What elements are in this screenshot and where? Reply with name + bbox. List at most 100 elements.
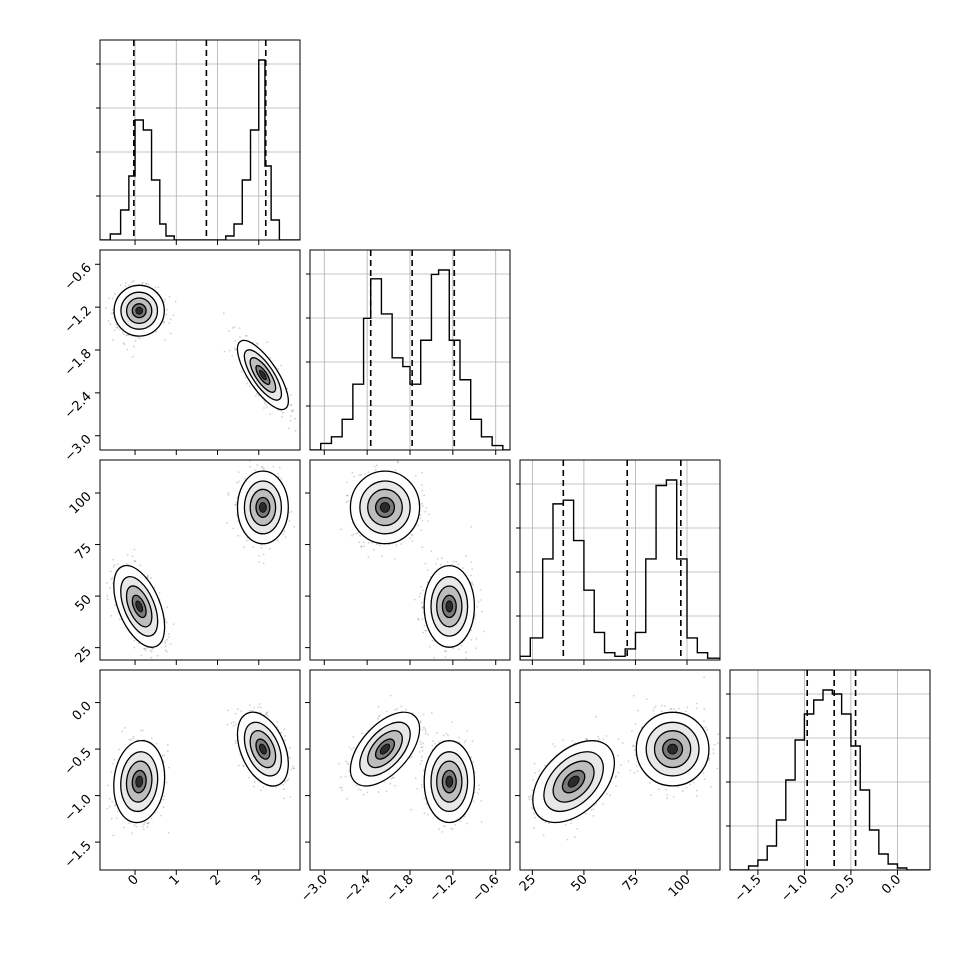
scatter-point-2-0 — [234, 504, 237, 506]
scatter-point-2-1 — [433, 656, 436, 659]
scatter-point-2-1 — [476, 605, 479, 608]
scatter-point-3-0 — [114, 805, 116, 807]
scatter-point-2-1 — [452, 647, 455, 650]
scatter-point-1-0 — [174, 300, 177, 303]
scatter-point-2-1 — [360, 545, 363, 548]
scatter-point-2-0 — [278, 466, 281, 469]
scatter-point-2-1 — [340, 528, 342, 531]
scatter-point-1-0 — [124, 282, 127, 285]
scatter-point-1-0 — [165, 308, 168, 311]
scatter-point-2-1 — [352, 533, 355, 536]
scatter-point-3-0 — [108, 805, 111, 808]
scatter-point-2-1 — [421, 589, 424, 592]
scatter-point-2-1 — [373, 465, 376, 468]
scatter-point-3-0 — [132, 735, 135, 738]
scatter-point-2-0 — [269, 547, 271, 550]
scatter-point-1-0 — [121, 331, 124, 334]
scatter-point-3-0 — [130, 739, 132, 741]
panel-frame-1-0 — [99, 249, 301, 451]
scatter-point-2-0 — [165, 621, 168, 624]
panel-inner-2-0 — [106, 460, 296, 660]
scatter-point-2-1 — [417, 524, 419, 527]
scatter-point-2-0 — [168, 636, 171, 639]
scatter-point-2-0 — [113, 564, 116, 566]
scatter-point-2-0 — [144, 649, 147, 652]
scatter-point-2-1 — [421, 618, 424, 621]
scatter-point-2-0 — [150, 656, 153, 659]
scatter-point-1-0 — [108, 297, 110, 300]
panel-0-0 — [96, 39, 301, 245]
scatter-point-3-0 — [165, 781, 168, 784]
scatter-point-1-0 — [131, 281, 133, 284]
panel-inner-1-1 — [310, 250, 510, 450]
scatter-point-2-0 — [227, 492, 229, 494]
scatter-point-3-0 — [135, 825, 138, 828]
scatter-point-2-1 — [400, 543, 403, 545]
scatter-point-2-0 — [111, 576, 114, 579]
scatter-point-2-1 — [471, 568, 474, 570]
scatter-point-3-0 — [162, 798, 165, 801]
scatter-point-1-0 — [111, 297, 114, 300]
scatter-point-2-1 — [431, 639, 434, 642]
scatter-point-2-1 — [422, 631, 424, 634]
scatter-point-2-0 — [234, 503, 237, 506]
scatter-point-2-1 — [473, 617, 476, 620]
scatter-point-1-0 — [134, 339, 137, 342]
panel-frame-2-0 — [99, 459, 301, 661]
scatter-point-3-0 — [142, 828, 145, 831]
scatter-point-1-0 — [290, 394, 293, 396]
scatter-point-1-0 — [157, 286, 160, 289]
scatter-point-2-1 — [420, 585, 423, 588]
scatter-point-2-0 — [284, 536, 287, 538]
scatter-point-2-1 — [345, 494, 348, 497]
scatter-point-3-0 — [115, 817, 118, 819]
scatter-point-2-1 — [421, 489, 424, 492]
panel-inner-3-0 — [106, 703, 296, 837]
scatter-point-2-1 — [423, 494, 426, 497]
scatter-point-1-0 — [115, 323, 117, 326]
scatter-point-2-1 — [345, 501, 348, 504]
scatter-point-1-0 — [139, 337, 141, 340]
scatter-point-2-0 — [143, 648, 145, 650]
scatter-point-2-1 — [358, 541, 361, 544]
scatter-point-1-0 — [288, 427, 290, 430]
scatter-point-2-1 — [347, 500, 350, 502]
scatter-point-2-1 — [421, 505, 424, 507]
scatter-point-3-0 — [168, 766, 170, 769]
scatter-point-2-0 — [164, 641, 167, 644]
scatter-point-2-1 — [471, 581, 473, 583]
scatter-point-2-0 — [252, 546, 255, 548]
scatter-point-3-0 — [131, 832, 133, 834]
scatter-point-1-0 — [147, 283, 150, 286]
scatter-point-2-0 — [139, 564, 142, 567]
scatter-point-2-0 — [145, 647, 148, 650]
scatter-point-2-0 — [293, 525, 296, 528]
scatter-point-2-1 — [425, 507, 428, 509]
scatter-point-2-1 — [465, 651, 467, 654]
scatter-point-3-0 — [122, 826, 125, 829]
scatter-point-2-1 — [411, 540, 414, 542]
scatter-point-1-0 — [122, 333, 125, 336]
scatter-point-1-0 — [172, 314, 175, 317]
scatter-point-3-0 — [161, 754, 164, 757]
scatter-point-1-0 — [118, 328, 121, 331]
scatter-point-1-0 — [265, 404, 268, 406]
scatter-point-2-1 — [429, 646, 431, 648]
contour-1-0-1-4 — [259, 369, 267, 381]
scatter-point-1-0 — [263, 407, 265, 409]
scatter-point-1-0 — [269, 356, 272, 359]
scatter-point-2-1 — [436, 558, 439, 560]
scatter-point-2-1 — [426, 569, 429, 571]
scatter-point-2-1 — [446, 561, 449, 563]
scatter-point-1-0 — [240, 370, 243, 373]
scatter-point-2-0 — [283, 530, 286, 533]
scatter-point-2-0 — [143, 647, 146, 650]
scatter-point-2-0 — [125, 563, 128, 565]
scatter-point-2-1 — [409, 537, 412, 539]
scatter-point-3-0 — [150, 737, 153, 740]
histogram-0 — [100, 59, 300, 240]
scatter-point-1-0 — [110, 312, 113, 315]
scatter-point-2-1 — [413, 598, 416, 601]
scatter-point-1-0 — [133, 345, 135, 348]
